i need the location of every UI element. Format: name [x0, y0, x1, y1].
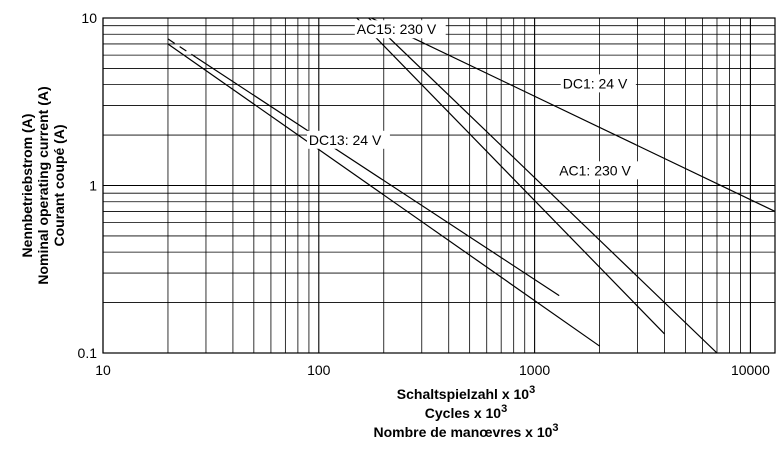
curves	[167, 18, 775, 353]
grid	[102, 18, 775, 354]
y-tick-label: 0.1	[78, 345, 98, 361]
series-label-bg	[560, 74, 636, 93]
x-axis-title-superscript: 3	[529, 384, 535, 396]
y-tick-label: 1	[89, 178, 97, 194]
series-line	[370, 18, 775, 212]
series-label: DC13: 24 V	[309, 132, 382, 148]
x-axis-title-superscript: 3	[501, 403, 507, 415]
y-axis-title-line: Nominal operating current (A)	[35, 86, 51, 284]
series-line	[195, 56, 560, 297]
plot-border	[102, 17, 776, 354]
x-axis-title-text: Cycles x 10	[425, 405, 501, 421]
x-axis-title-superscript: 3	[552, 422, 558, 434]
x-axis-title-line: Cycles x 103	[425, 403, 507, 421]
plot-frame	[102, 17, 776, 354]
series-line	[368, 18, 718, 353]
axis-titles: Nennbetriebstrom (A) Nominal operating cu…	[19, 86, 559, 440]
series-line	[167, 43, 600, 347]
series-label-bg	[557, 161, 641, 180]
x-tick-label: 10	[95, 362, 111, 378]
series-label-bg	[354, 20, 446, 39]
series-label: AC1: 230 V	[559, 162, 631, 178]
x-axis-title-line: Schaltspielzahl x 103	[397, 384, 535, 402]
x-axis-title-text: Schaltspielzahl x 10	[397, 386, 529, 402]
series-label-bg	[306, 130, 390, 149]
y-tick-label: 10	[81, 10, 97, 26]
y-axis-title-line: Nennbetriebstrom (A)	[19, 114, 35, 258]
x-axis-title-line: Nombre de manœvres x 103	[373, 422, 558, 440]
series-label: AC15: 230 V	[357, 21, 437, 37]
curve-labels: DC13: 24 V AC15: 230 V DC1: 24 V AC1: 230 V	[306, 20, 641, 180]
y-axis-title-line: Courant coupé (A)	[51, 124, 67, 246]
series-line	[356, 18, 665, 335]
x-tick-label: 100	[307, 362, 331, 378]
x-axis-title-text: Nombre de manœvres x 10	[373, 424, 552, 440]
x-tick-label: 1000	[519, 362, 550, 378]
series-line-dashed	[167, 38, 197, 58]
x-tick-label: 10000	[731, 362, 770, 378]
tick-labels: 10 100 1000 10000 0.1 1 10	[78, 10, 771, 378]
series-label: DC1: 24 V	[563, 75, 628, 91]
